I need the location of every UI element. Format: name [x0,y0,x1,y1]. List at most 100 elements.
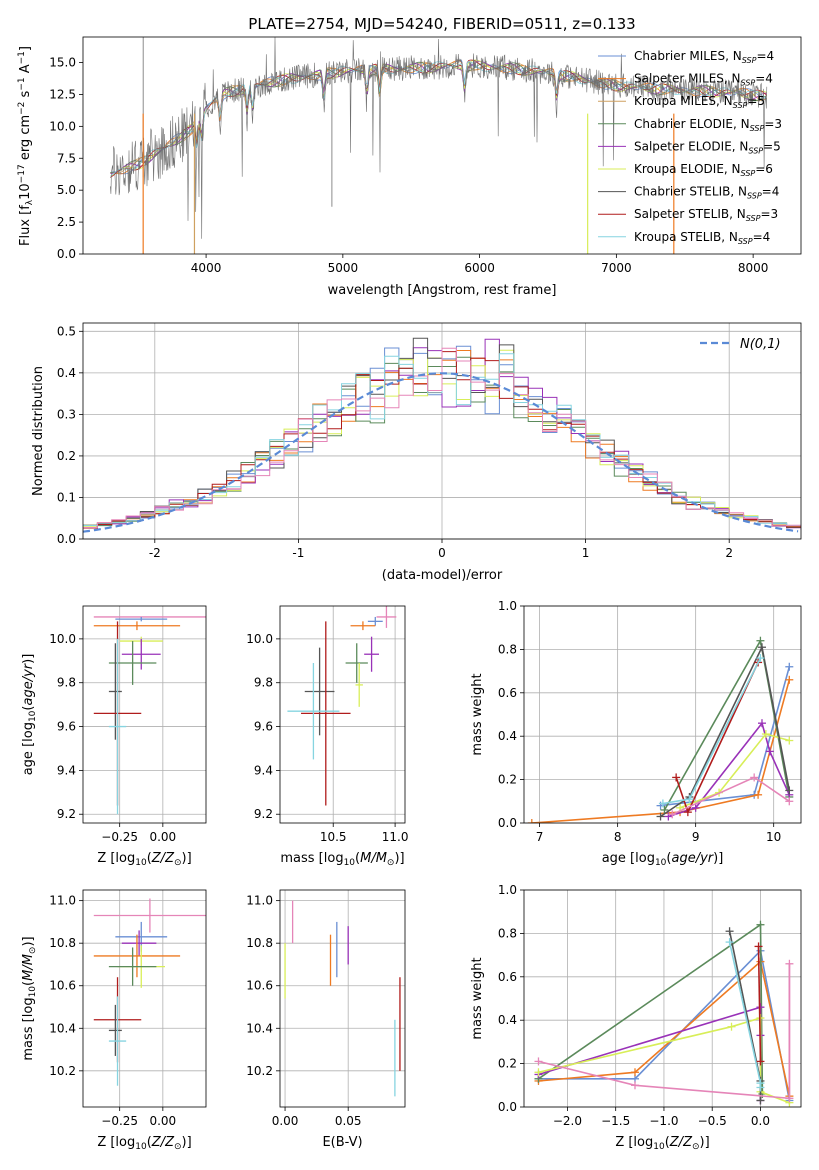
y-axis-label: Normed distribution [31,366,46,496]
y-tick-label: 1.0 [498,883,517,897]
x-tick-label: −0.5 [698,1114,727,1128]
weight-series [534,920,794,1107]
panel-spectrum: 4000 5000 6000 7000 8000 0.0 2.5 5.0 7.5 10.0 12.5… [17,15,802,298]
x-tick-label: -2 [149,546,161,560]
y-tick-label: 10.0 [49,632,76,646]
x-tick-label: 0.00 [272,1114,299,1128]
x-tick-label: 0.0 [751,1114,770,1128]
y-tick-label: 0.1 [57,490,76,504]
panel-residuals: -2 -1 0 1 2 0.0 0.1 0.2 0.3 0.4 0.5 (data-model)/er… [31,322,802,583]
x-axis-label: mass [log10(M/M⊙)] [280,851,404,868]
y-tick-label: 0.2 [498,773,517,787]
y-tick-label: 2.5 [57,215,76,229]
chart-title: PLATE=2754, MJD=54240, FIBERID=0511, z=0… [248,15,635,33]
y-tick-label: 0.6 [498,686,517,700]
panel-weight_vs_age: 7 8 9 10 0.0 0.2 0.4 0.6 0.8 1.0 mass weight age [l… [470,599,802,868]
weight-line [757,946,762,1062]
y-tick-label: 15.0 [49,56,76,70]
legend-label: N(0,1) [740,337,781,352]
axes-frame [523,889,802,1108]
weight-line [538,960,791,1097]
x-tick-label: 0.05 [335,1114,362,1128]
y-tick-label: 9.4 [254,763,273,777]
axes-frame [279,605,406,824]
y-tick-label: 9.2 [57,807,76,821]
y-tick-label: 1.0 [498,599,517,613]
x-tick-label: 9 [692,830,700,844]
axes-frame [279,889,406,1108]
errorbar-points [287,606,397,806]
y-tick-label: 0.0 [498,1100,517,1114]
y-axis-label: mass [log10(M/M⊙)] [21,936,38,1060]
weight-line [660,644,791,818]
y-tick-label: 7.5 [57,151,76,165]
axes-frame [82,322,802,540]
panel-mass_vs_ebv: 0.00 0.05 10.2 10.4 10.6 10.8 11.0 E(B-V) [246,889,406,1150]
y-tick-label: 0.8 [498,642,517,656]
y-tick-label: 0.0 [498,816,517,830]
legend-label: Chabrier MILES, NSSP=4 [634,49,774,65]
y-tick-label: 10.2 [246,1064,273,1078]
legend-label: Chabrier ELODIE, NSSP=3 [634,117,782,133]
y-tick-label: 9.6 [57,720,76,734]
y-tick-label: 9.4 [57,763,76,777]
x-tick-label: 10 [766,830,781,844]
x-tick-label: −2.0 [553,1114,582,1128]
y-tick-label: 0.4 [498,1013,517,1027]
legend-label: Kroupa STELIB, NSSP=4 [634,230,770,246]
x-tick-label: 5000 [328,261,359,275]
legend: N(0,1) [700,337,781,352]
x-tick-label: -1 [292,546,304,560]
y-tick-label: 10.6 [246,979,273,993]
x-tick-label: −1.0 [649,1114,678,1128]
y-tick-label: 0.5 [57,324,76,338]
y-tick-label: 0.4 [498,729,517,743]
y-tick-label: 10.8 [246,936,273,950]
legend-label: Chabrier STELIB, NSSP=4 [634,185,779,201]
legend-label: Salpeter ELODIE, NSSP=5 [634,139,781,155]
y-tick-label: 0.2 [57,449,76,463]
weight-line [675,662,759,815]
x-tick-label: 8 [614,830,622,844]
x-axis-label: wavelength [Angstrom, rest frame] [328,283,557,298]
x-tick-label: 1 [582,546,590,560]
y-tick-label: 10.0 [49,119,76,133]
x-axis-label: (data-model)/error [382,568,503,583]
x-tick-label: 6000 [464,261,495,275]
y-tick-label: 12.5 [49,87,76,101]
axes-frame [523,605,802,824]
weight-line [531,679,791,823]
y-tick-label: 9.8 [254,676,273,690]
axes-frame [82,889,207,1108]
y-tick-label: 0.0 [57,247,76,261]
x-tick-label: 4000 [191,261,222,275]
y-tick-label: 0.4 [57,366,76,380]
x-axis-label: Z [log10(Z/Z⊙)] [97,1135,191,1152]
axes-frame [82,605,207,824]
x-axis-label: age [log10(age/yr)] [602,851,724,868]
x-axis-label: E(B-V) [322,1135,362,1150]
weight-line [538,923,764,1095]
x-tick-label: −0.25 [101,1114,138,1128]
y-tick-label: 10.8 [49,936,76,950]
y-tick-label: 9.6 [254,720,273,734]
x-tick-label: −0.25 [101,830,138,844]
y-tick-label: 10.4 [246,1021,273,1035]
y-tick-label: 0.6 [498,970,517,984]
y-tick-label: 10.2 [49,1064,76,1078]
y-tick-label: 10.4 [49,1021,76,1035]
y-axis-label: mass weight [470,957,485,1039]
y-axis-label: mass weight [470,673,485,755]
legend-label: Salpeter STELIB, NSSP=3 [634,207,778,223]
errorbar-points [284,900,401,1097]
x-tick-label: 0.00 [149,830,176,844]
y-axis-label: Flux [fλ10−17 erg cm−2 s−1 A−1] [17,46,35,246]
panel-age_vs_mass: 10.5 11.0 9.2 9.4 9.6 9.8 10.0 mass [log10(M/M⊙… [246,605,408,868]
spectrum-lines [110,37,768,254]
panel-age_vs_Z: −0.25 0.00 9.2 9.4 9.6 9.8 10.0 age [log10(age/… [21,605,207,868]
panel-weight_vs_Z: −2.0 −1.5 −1.0 −0.5 0.0 0.0 0.2 0.4 0.6 0.8 1.0 mas… [470,883,802,1152]
y-tick-label: 0.8 [498,926,517,940]
legend: Chabrier MILES, NSSP=4 Salpeter MILES, NS… [598,49,782,246]
y-tick-label: 9.8 [57,676,76,690]
